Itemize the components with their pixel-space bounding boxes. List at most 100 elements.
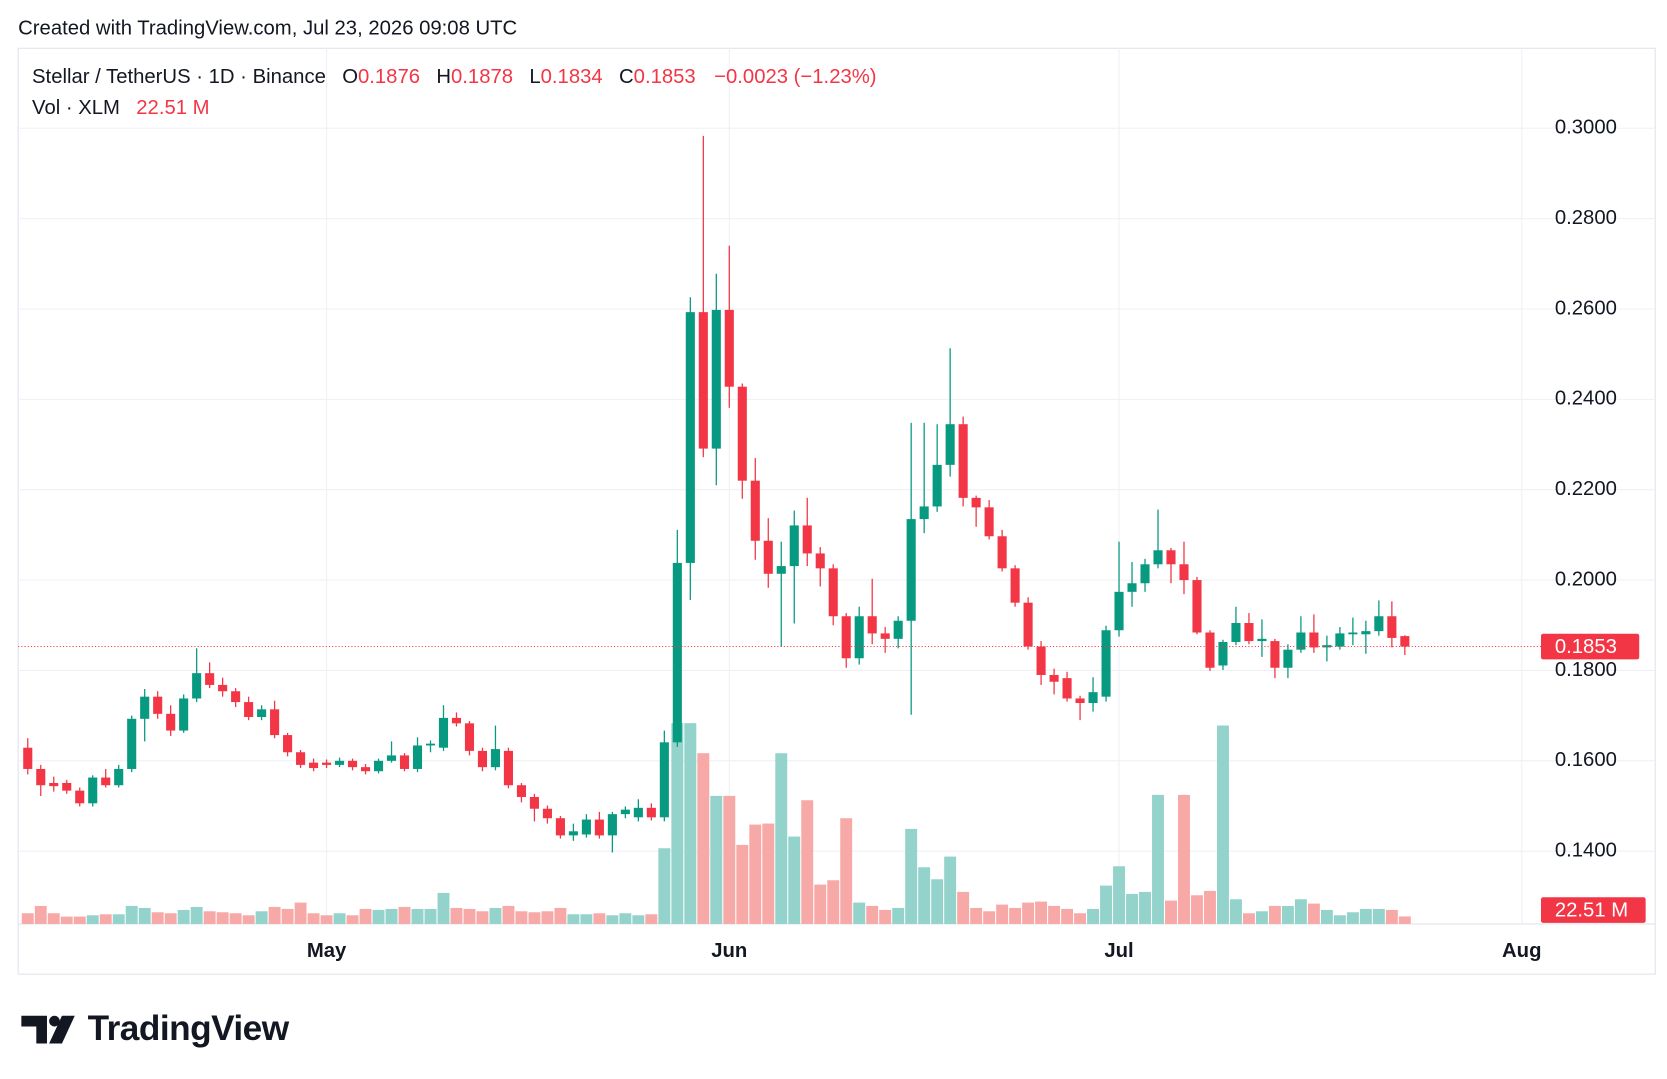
logo-text: TradingView (88, 1009, 290, 1048)
volume-bar (1048, 905, 1061, 924)
candle-body (581, 819, 591, 835)
candle-body (711, 309, 721, 449)
volume-bar (1385, 909, 1398, 924)
candle-body (555, 818, 565, 836)
candle-body (568, 831, 578, 836)
candle-body (724, 309, 734, 387)
y-tick-label: 0.2600 (1555, 297, 1617, 319)
candle-body (1062, 678, 1072, 699)
candle-body (425, 743, 436, 746)
candle-body (1192, 580, 1202, 633)
volume-bar (580, 914, 593, 924)
volume-bar (762, 823, 775, 924)
volume-legend: Vol · XLM 22.51 M (32, 97, 210, 119)
volume-bar (1074, 913, 1087, 924)
legend-letter: H (436, 67, 451, 89)
volume-bar (255, 911, 268, 924)
volume-bar (957, 891, 970, 924)
candle-body (1127, 583, 1137, 592)
volume-bar (1022, 902, 1035, 924)
candle-body (776, 566, 786, 574)
volume-bar (1398, 916, 1411, 924)
volume-bar (658, 848, 671, 924)
candle-body (283, 735, 293, 753)
volume-bar (151, 912, 164, 924)
volume-bar (541, 911, 554, 924)
candle-body (1322, 645, 1332, 648)
legend-letter: L (529, 67, 540, 89)
candle-body (945, 424, 955, 465)
candle-body (1140, 564, 1150, 584)
volume-bar (593, 913, 606, 924)
candle-body (451, 717, 462, 724)
volume-bar (372, 909, 385, 924)
candle-body (270, 709, 280, 736)
volume-bar (1139, 891, 1151, 924)
candle-body (75, 790, 85, 804)
candle-body (672, 562, 682, 743)
candle-body (205, 673, 215, 685)
candle-body (490, 749, 501, 768)
candle-body (607, 814, 617, 836)
candle-body (399, 755, 410, 769)
candle-body (1036, 646, 1046, 675)
volume-bar (1113, 866, 1125, 924)
volume-bar (970, 907, 983, 924)
grid (18, 48, 1656, 924)
volume-bar (359, 908, 372, 924)
volume-bar (905, 828, 918, 924)
header: Created with TradingView.com, Jul 23, 20… (18, 17, 517, 39)
volume-bar (892, 907, 905, 924)
volume-bar (567, 914, 580, 924)
legend-low: 0.1834 (541, 67, 603, 89)
volume-bar (554, 907, 567, 924)
last-price-label: 0.1853 (1555, 636, 1617, 658)
volume-bar (1152, 794, 1164, 924)
candle-body (114, 768, 124, 786)
candle-body (594, 819, 604, 836)
candle-body (919, 506, 929, 520)
candle-body (659, 742, 669, 818)
candle-body (231, 691, 241, 703)
candle-body (1010, 568, 1020, 603)
candle-body (348, 760, 358, 768)
volume-bar (619, 913, 632, 924)
volume-bar (294, 902, 307, 924)
legend-change: −0.0023 (−1.23%) (714, 67, 876, 89)
candle-body (127, 718, 137, 769)
candle-body (360, 767, 371, 772)
volume-bar (1100, 885, 1113, 924)
candle-body (464, 723, 475, 751)
candle-body (841, 616, 851, 659)
volume-bar (1346, 912, 1359, 924)
volume-bar (164, 913, 177, 924)
last-volume-label: 22.51 M (1555, 899, 1628, 921)
logo-dot (49, 1015, 60, 1027)
volume-bar (1333, 915, 1346, 924)
volume-bar (190, 906, 203, 924)
candle-body (789, 525, 799, 567)
legend-high: 0.1878 (451, 67, 513, 89)
volume-bar (684, 723, 697, 924)
candle-body (763, 540, 773, 574)
volume-bar (1178, 794, 1190, 924)
volume-bar (333, 913, 346, 924)
volume-bar (411, 908, 424, 924)
volume-bar (866, 905, 879, 924)
volume-value: 22.51 M (136, 97, 209, 119)
volume-bar (723, 795, 736, 924)
volume-bar (502, 905, 515, 924)
volume-bar (268, 906, 281, 924)
candle-body (62, 782, 72, 791)
y-tick-label: 0.2800 (1555, 207, 1617, 229)
volume-bar (1126, 893, 1138, 924)
volume-bar (125, 905, 138, 924)
candle-body (1283, 649, 1293, 668)
candle-body (750, 480, 760, 541)
volume-bar (996, 904, 1009, 924)
candle-body (867, 616, 877, 634)
candle-body (997, 536, 1007, 569)
candle-body (257, 709, 267, 717)
candle-body (633, 807, 643, 818)
